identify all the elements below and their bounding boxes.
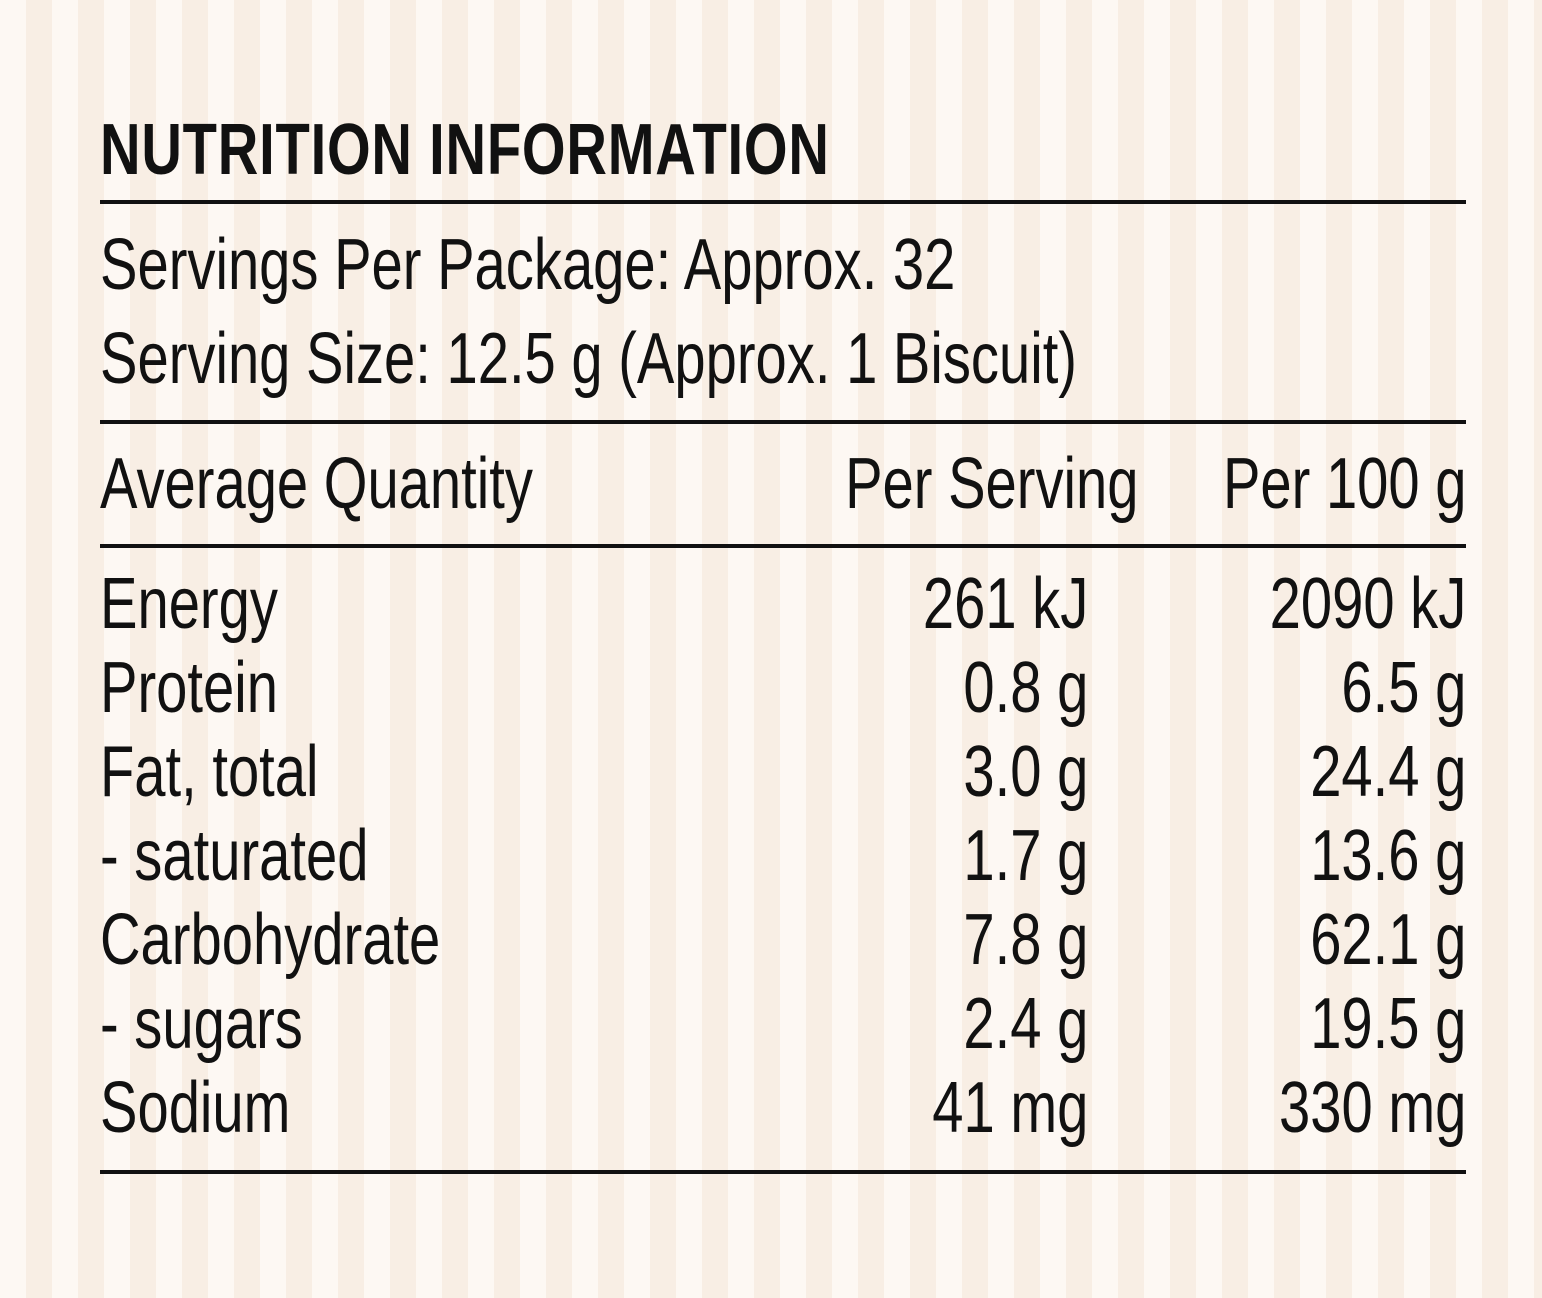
per-serving-value: 1.7 g [963,816,1089,896]
table-row: Protein 0.8 g 6.5 g [100,646,1466,730]
divider-bottom [100,1170,1466,1174]
servings-per-package: Servings Per Package: Approx. 32 [100,225,956,305]
per-serving-value: 3.0 g [963,732,1089,812]
per-serving-value: 7.8 g [963,900,1089,980]
per-serving-value: 41 mg [932,1068,1089,1148]
per-100g-value: 2090 kJ [1269,564,1466,644]
per-100g-value: 19.5 g [1309,984,1466,1064]
header-average-quantity: Average Quantity [100,444,533,524]
nutrition-panel: NUTRITION INFORMATION Servings Per Packa… [100,100,1466,1174]
table-body: Energy 261 kJ 2090 kJ Protein 0.8 g 6.5 … [100,548,1466,1170]
table-row: Energy 261 kJ 2090 kJ [100,562,1466,646]
serving-size: Serving Size: 12.5 g (Approx. 1 Biscuit) [100,319,1078,399]
table-row: Carbohydrate 7.8 g 62.1 g [100,898,1466,982]
header-per-100g: Per 100 g [1222,444,1466,524]
nutrient-name: Sodium [100,1068,291,1148]
nutrient-name: Energy [100,564,278,644]
per-100g-value: 62.1 g [1309,900,1466,980]
per-serving-value: 261 kJ [923,564,1089,644]
serving-info: Servings Per Package: Approx. 32 Serving… [100,204,1466,420]
per-100g-value: 24.4 g [1309,732,1466,812]
per-serving-value: 2.4 g [963,984,1089,1064]
nutrient-name: Carbohydrate [100,900,441,980]
table-header: Average Quantity Per Serving Per 100 g [100,424,1466,544]
divider-info [100,420,1466,424]
header-per-serving: Per Serving [845,444,1139,524]
divider-top [100,200,1466,204]
divider-header [100,544,1466,548]
per-100g-value: 330 mg [1278,1068,1466,1148]
per-100g-value: 6.5 g [1341,648,1466,728]
per-serving-value: 0.8 g [963,648,1089,728]
nutrient-name: Protein [100,648,278,728]
per-100g-value: 13.6 g [1309,816,1466,896]
panel-title: NUTRITION INFORMATION [100,110,830,190]
table-row: Sodium 41 mg 330 mg [100,1066,1466,1150]
nutrient-name: - sugars [100,984,303,1064]
nutrient-name: - saturated [100,816,369,896]
nutrient-name: Fat, total [100,732,319,812]
table-row: Fat, total 3.0 g 24.4 g [100,730,1466,814]
table-row: - saturated 1.7 g 13.6 g [100,814,1466,898]
table-row: - sugars 2.4 g 19.5 g [100,982,1466,1066]
